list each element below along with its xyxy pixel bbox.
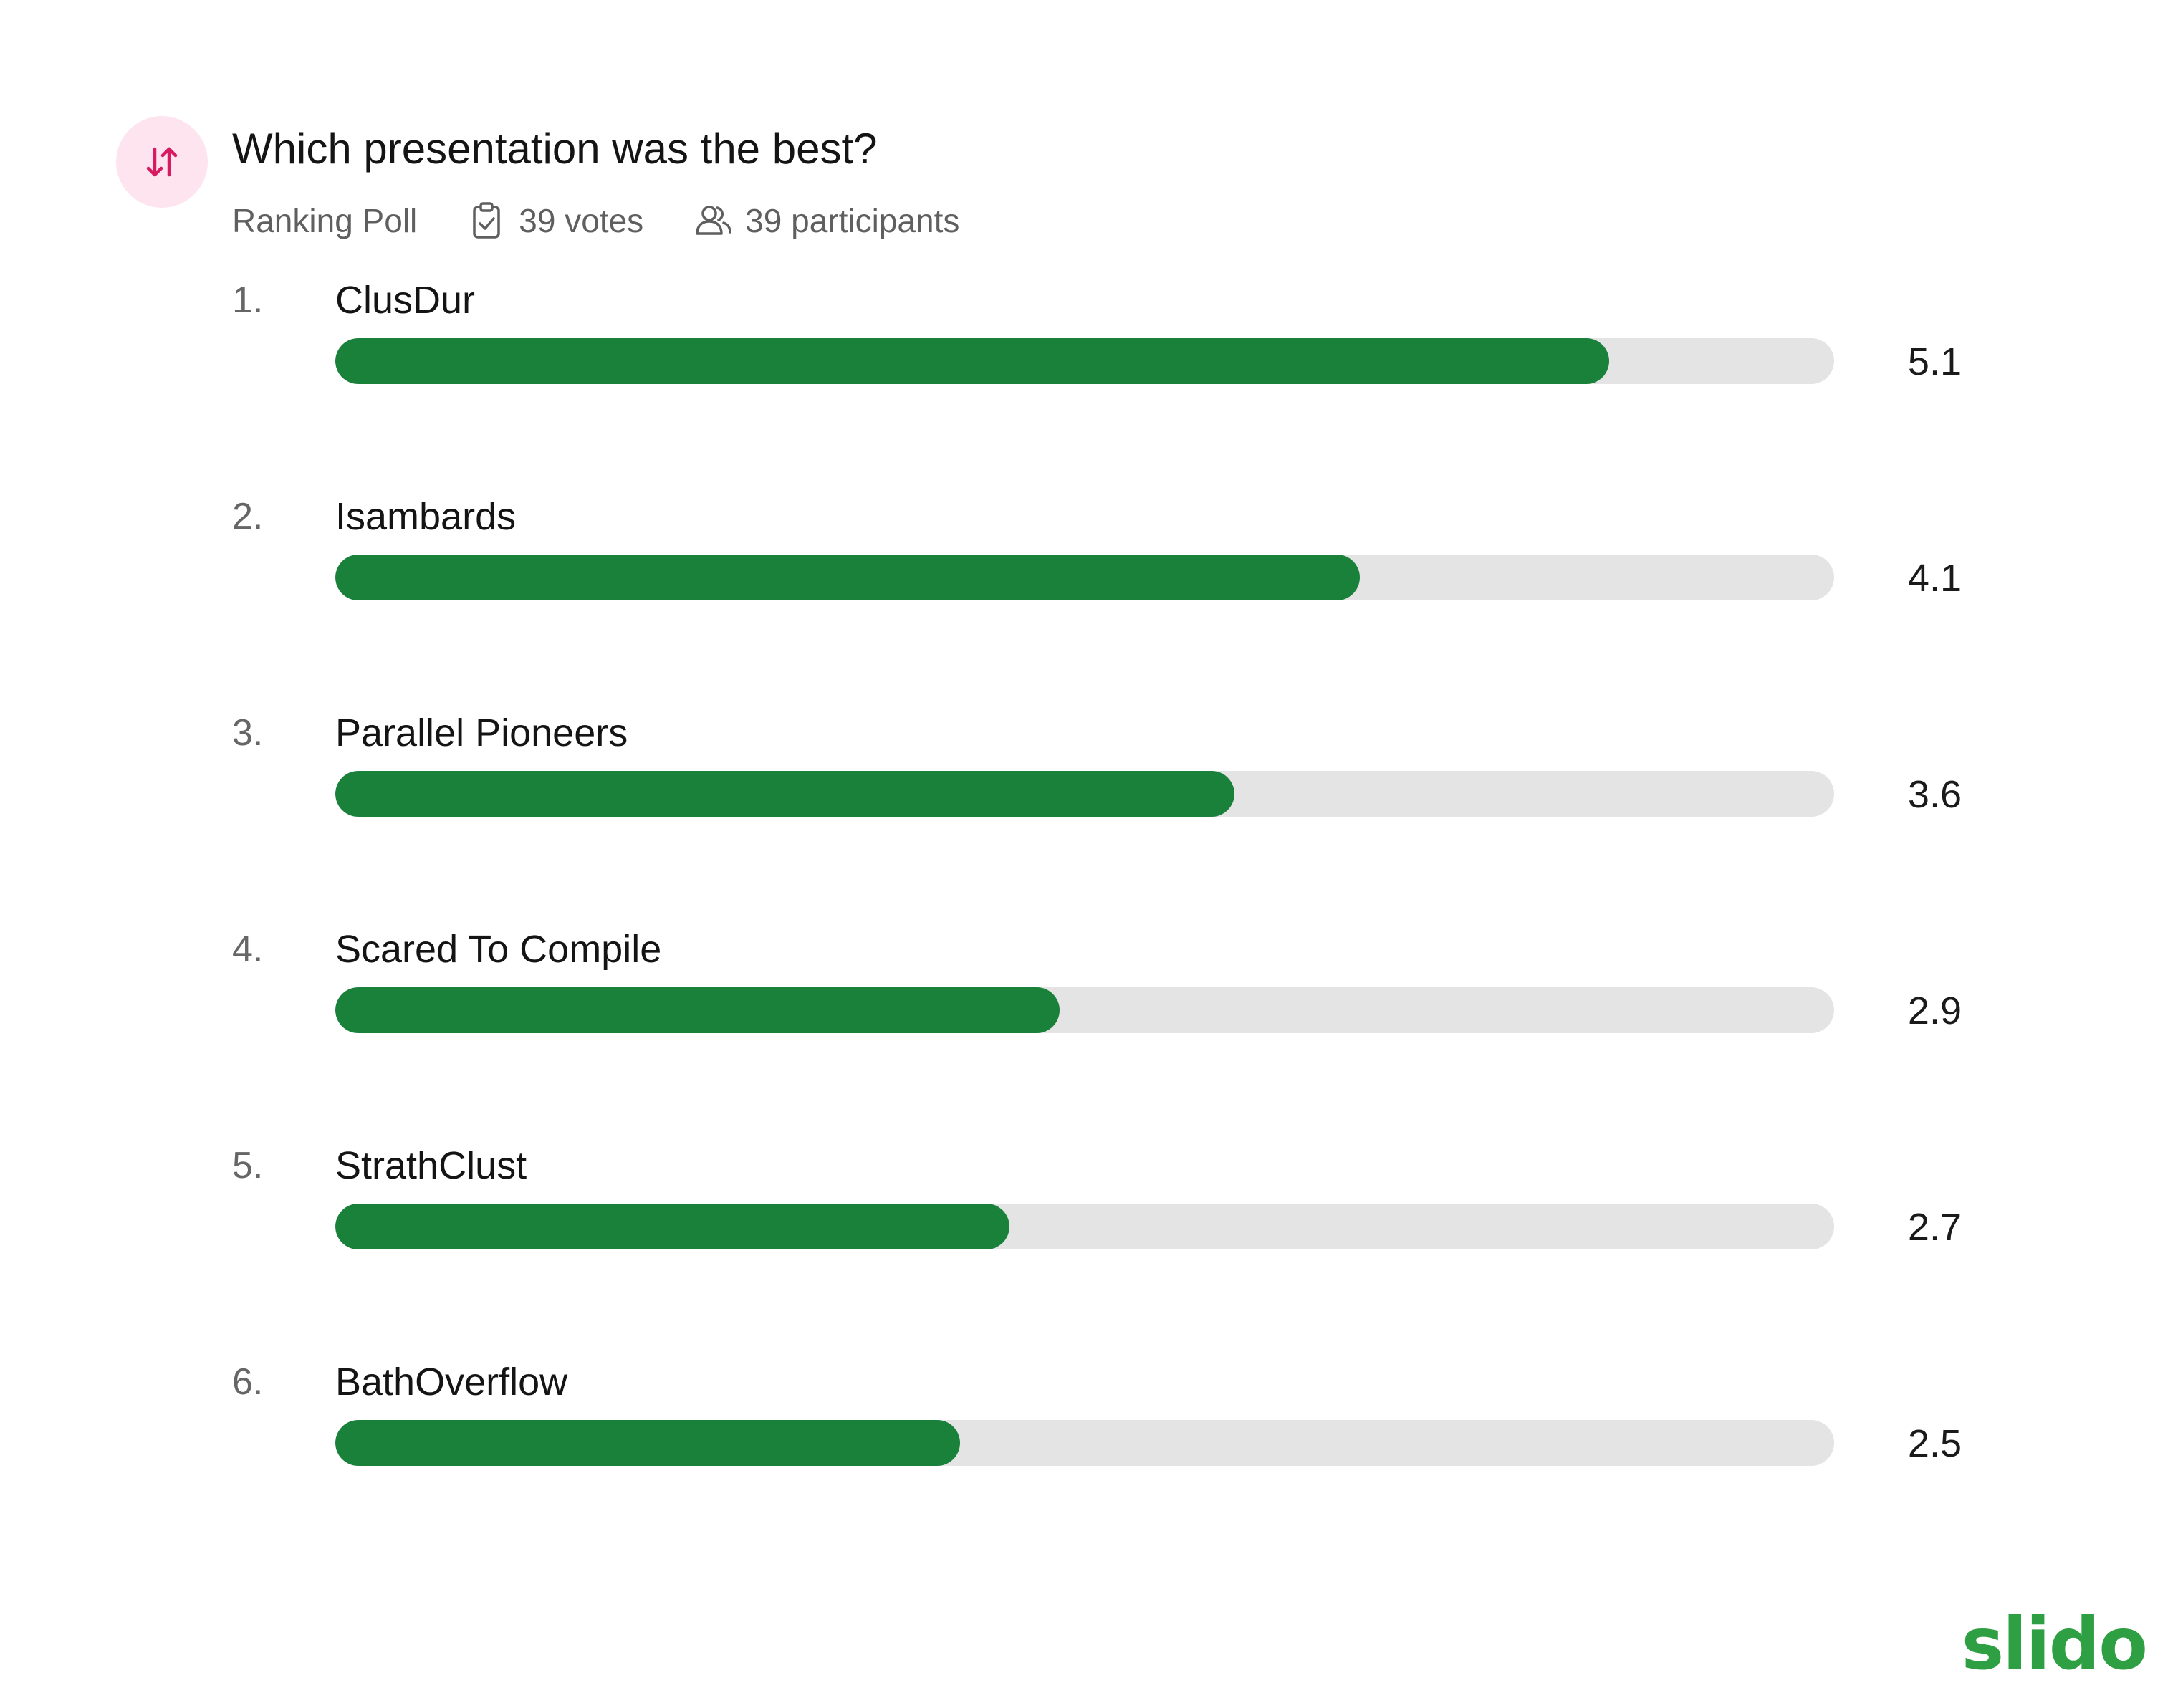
score-bar-track (335, 771, 1834, 817)
option-score: 2.5 (1907, 1422, 1962, 1465)
option-score: 4.1 (1907, 557, 1962, 600)
option-label: BathOverflow (335, 1361, 568, 1404)
option-rank: 4. (232, 929, 264, 970)
ranking-option: 3. Parallel Pioneers 3.6 (0, 708, 2178, 923)
option-score: 2.9 (1907, 989, 1962, 1032)
score-bar-track (335, 1204, 1834, 1249)
votes-count: 39 votes (467, 201, 643, 241)
option-rank: 1. (232, 279, 264, 321)
option-rank: 2. (232, 496, 264, 537)
score-bar-fill (335, 1204, 1009, 1249)
votes-count-label: 39 votes (519, 202, 644, 239)
score-bar-fill (335, 771, 1234, 817)
poll-question-title: Which presentation was the best? (232, 125, 878, 173)
sort-arrows-icon (146, 147, 178, 177)
score-bar-track (335, 987, 1834, 1033)
clipboard-check-icon (467, 201, 507, 241)
option-label: StrathClust (335, 1144, 527, 1187)
option-rank: 3. (232, 712, 264, 754)
score-bar-track (335, 1420, 1834, 1466)
option-rank: 5. (232, 1145, 264, 1186)
option-label: Scared To Compile (335, 928, 662, 971)
score-bar-fill (335, 1420, 960, 1466)
slido-logo: slido (1961, 1602, 2148, 1686)
option-rank: 6. (232, 1361, 264, 1403)
option-score: 3.6 (1907, 773, 1962, 816)
ranking-option: 4. Scared To Compile 2.9 (0, 924, 2178, 1139)
score-bar-fill (335, 987, 1060, 1033)
option-label: Isambards (335, 495, 517, 538)
option-label: ClusDur (335, 279, 476, 322)
ranking-option: 6. BathOverflow 2.5 (0, 1357, 2178, 1572)
poll-type-icon-badge (116, 116, 208, 208)
score-bar-track (335, 338, 1834, 384)
poll-type-label: Ranking Poll (232, 202, 418, 239)
ranking-option: 2. Isambards 4.1 (0, 491, 2178, 706)
poll-meta-bar: Ranking Poll 39 votes (232, 198, 959, 244)
score-bar-fill (335, 555, 1360, 600)
score-bar-fill (335, 338, 1609, 384)
participants-count: 39 participants (694, 201, 959, 241)
score-bar-track (335, 555, 1834, 600)
option-score: 5.1 (1907, 340, 1962, 383)
participants-count-label: 39 participants (745, 202, 960, 239)
ranking-option: 1. ClusDur 5.1 (0, 275, 2178, 490)
option-label: Parallel Pioneers (335, 711, 628, 754)
users-icon (694, 201, 734, 241)
ranking-option: 5. StrathClust 2.7 (0, 1141, 2178, 1356)
option-score: 2.7 (1907, 1206, 1962, 1249)
